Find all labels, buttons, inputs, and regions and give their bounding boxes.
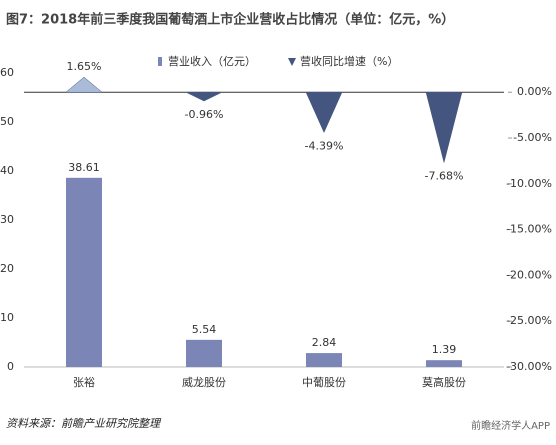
y2-tick-label: -30.00% (506, 360, 552, 373)
triangle (305, 91, 343, 134)
y2-tick-label: -5.00% (513, 131, 552, 144)
x-tick-label: 张裕 (73, 376, 95, 389)
x-tick-label: 威龙股份 (182, 376, 226, 389)
bar (186, 339, 222, 367)
triangle-label: -0.96% (185, 108, 224, 121)
y-tick-label: 10 (0, 311, 14, 324)
triangle-label: 1.65% (67, 60, 102, 73)
y-tick-label: 60 (0, 66, 14, 79)
triangle-label: -7.68% (425, 170, 464, 183)
bar-label: 38.61 (68, 161, 100, 174)
y2-tick-label: -25.00% (506, 314, 552, 327)
bar (426, 360, 462, 367)
bar (306, 353, 342, 367)
legend-swatch (288, 58, 296, 66)
bar (66, 177, 102, 367)
triangle (185, 91, 223, 102)
y-tick-label: 0 (7, 360, 14, 373)
y2-tick-label: 0.00% (517, 85, 552, 98)
y2-tick-label: -15.00% (506, 223, 552, 236)
bar-label: 5.54 (192, 323, 217, 336)
y2-tick-label: -10.00% (506, 177, 552, 190)
x-tick-label: 中葡股份 (302, 376, 346, 389)
y-tick-label: 40 (0, 164, 14, 177)
legend-label: 营业收入（亿元） (168, 54, 256, 68)
triangle (425, 91, 463, 163)
y-tick-label: 50 (0, 115, 14, 128)
x-tick-label: 莫高股份 (422, 375, 466, 389)
triangle (65, 76, 103, 93)
watermark: 前瞻经济学人APP (471, 419, 550, 432)
legend-swatch (158, 57, 162, 66)
chart-title: 图7：2018年前三季度我国葡萄酒上市企业营收占比情况（单位：亿元，%） (6, 12, 454, 28)
bar-label: 1.39 (432, 343, 457, 356)
source: 资料来源：前瞻产业研究院整理 (6, 417, 162, 430)
y-tick-label: 20 (0, 262, 14, 275)
legend-label: 营收同比增速（%） (300, 54, 398, 68)
bar-label: 2.84 (312, 336, 337, 349)
y2-tick-label: -20.00% (506, 268, 552, 281)
y-tick-label: 30 (0, 213, 14, 226)
triangle-label: -4.39% (305, 139, 344, 152)
